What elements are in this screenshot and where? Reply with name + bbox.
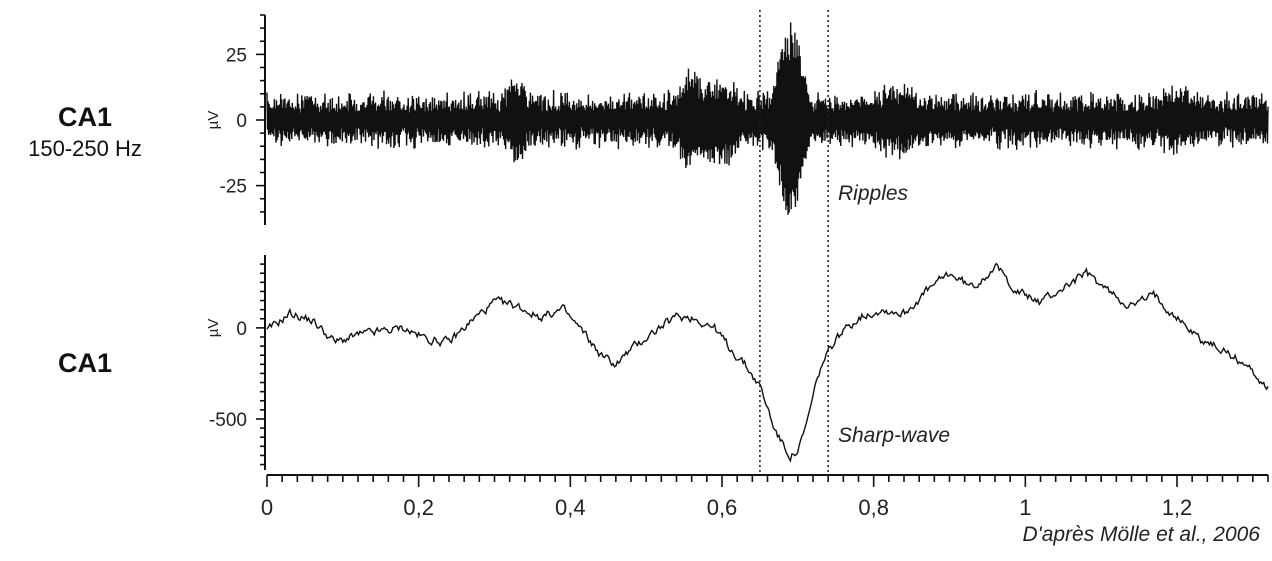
x-tick-label: 0 — [261, 495, 273, 520]
top-y-tick-label: 25 — [226, 45, 247, 66]
x-tick-label: 0,8 — [858, 495, 889, 520]
top-row-subtitle: 150-250 Hz — [28, 136, 142, 161]
x-tick-label: 1 — [1019, 495, 1031, 520]
bottom-row-title: CA1 — [57, 348, 112, 378]
top-y-axis-label: µV — [205, 111, 222, 130]
top-row-label: CA1 150-250 Hz — [0, 100, 170, 164]
x-tick-label: 1,2 — [1162, 495, 1193, 520]
top-y-tick-label: -25 — [220, 177, 247, 198]
top-row-title: CA1 — [57, 102, 112, 132]
top-y-tick-label: 0 — [236, 111, 247, 132]
bottom-y-tick-label: 0 — [236, 319, 247, 340]
ripples-annotation: Ripples — [838, 182, 909, 205]
top-ripple-trace — [266, 22, 1269, 215]
sharp-wave-annotation: Sharp-wave — [838, 424, 950, 447]
x-tick-label: 0,6 — [707, 495, 738, 520]
citation: D'après Mölle et al., 2006 — [1022, 523, 1260, 546]
x-tick-label: 0,4 — [555, 495, 586, 520]
x-tick-label: 0,2 — [403, 495, 434, 520]
bottom-y-axis-label: µV — [205, 319, 222, 338]
bottom-y-tick-label: -500 — [209, 410, 247, 431]
bottom-row-label: CA1 — [0, 346, 170, 380]
bottom-sharp-wave-trace — [266, 262, 1269, 463]
